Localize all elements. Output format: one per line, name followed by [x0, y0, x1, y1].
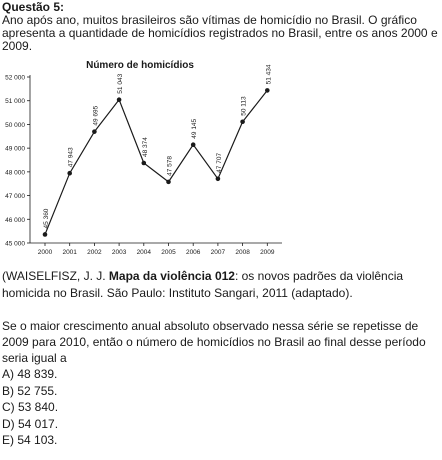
- data-point: [240, 119, 245, 125]
- data-label: 50 113: [241, 96, 248, 116]
- source-citation: (WAISELFISZ, J. J. Mapa da violência 012…: [2, 268, 440, 302]
- data-label: 45 360: [43, 208, 50, 228]
- y-axis: 45 000 46 000 47 000 48 000 49 000 50 000 51 0…: [5, 75, 31, 248]
- data-point: [116, 97, 122, 102]
- option-a[interactable]: A) 48 839.: [2, 367, 58, 381]
- answer-options: A) 48 839. B) 52 755. C) 53 840. D) 54 0…: [2, 366, 58, 449]
- x-axis: 2000 2001 2002 2003 2004 2005 2006 2007 2008 2009: [30, 242, 282, 256]
- data-point: [265, 88, 270, 93]
- x-tick-label: 2003: [112, 249, 127, 256]
- series-homicides: 45 360 47 943 49 695 51 043 48 374 47 578 49 1…: [42, 64, 272, 237]
- data-label: 49 145: [191, 118, 198, 138]
- data-label: 49 695: [92, 105, 99, 125]
- y-tick-label: 45 000: [5, 241, 25, 248]
- y-tick-label: 49 000: [5, 146, 25, 153]
- data-point: [42, 232, 48, 237]
- x-tick-label: 2006: [186, 249, 201, 256]
- source-suffix: : os novos padrões da violência homicida…: [2, 269, 404, 300]
- x-tick-label: 2005: [161, 249, 176, 256]
- y-tick-label: 52 000: [5, 75, 25, 82]
- y-tick-label: 48 000: [5, 169, 25, 176]
- data-label: 51 043: [117, 73, 124, 93]
- chart-title: Número de homicídios: [86, 60, 194, 71]
- y-tick-label: 46 000: [5, 217, 25, 224]
- x-tick-label: 2002: [87, 249, 102, 256]
- y-tick-label: 47 000: [5, 193, 25, 200]
- x-tick-label: 2007: [211, 249, 226, 256]
- data-label: 47 578: [167, 156, 174, 176]
- y-tick-label: 50 000: [5, 122, 25, 129]
- data-label: 51 434: [265, 64, 272, 84]
- data-point: [166, 179, 171, 185]
- y-tick-label: 51 000: [5, 98, 25, 105]
- x-tick-label: 2009: [260, 249, 275, 256]
- question-prompt: Se o maior crescimento anual absoluto ob…: [2, 319, 426, 365]
- x-tick-label: 2004: [137, 249, 152, 256]
- option-b[interactable]: B) 52 755.: [2, 383, 58, 398]
- data-point: [215, 176, 221, 182]
- x-tick-label: 2001: [62, 249, 77, 256]
- option-c[interactable]: C) 53 840.: [2, 400, 59, 415]
- data-label: 48 374: [142, 137, 149, 157]
- question-intro: Ano após ano, muitos brasileiros são vít…: [2, 13, 438, 53]
- data-point: [67, 170, 72, 176]
- data-point: [141, 160, 147, 166]
- option-d[interactable]: D) 54 017.: [2, 416, 59, 431]
- source-title: Mapa da violência 012: [108, 269, 235, 283]
- question-title: Questão 5:: [2, 0, 65, 14]
- data-point: [190, 142, 196, 148]
- option-e[interactable]: E) 54 103.: [2, 433, 58, 448]
- data-label: 47 943: [68, 147, 75, 167]
- x-tick-label: 2000: [38, 249, 53, 256]
- series-line: [44, 90, 268, 235]
- x-tick-label: 2008: [235, 249, 250, 256]
- data-label: 47 707: [216, 153, 223, 173]
- data-point: [92, 129, 97, 134]
- source-prefix: (WAISELFISZ, J. J.: [2, 269, 109, 283]
